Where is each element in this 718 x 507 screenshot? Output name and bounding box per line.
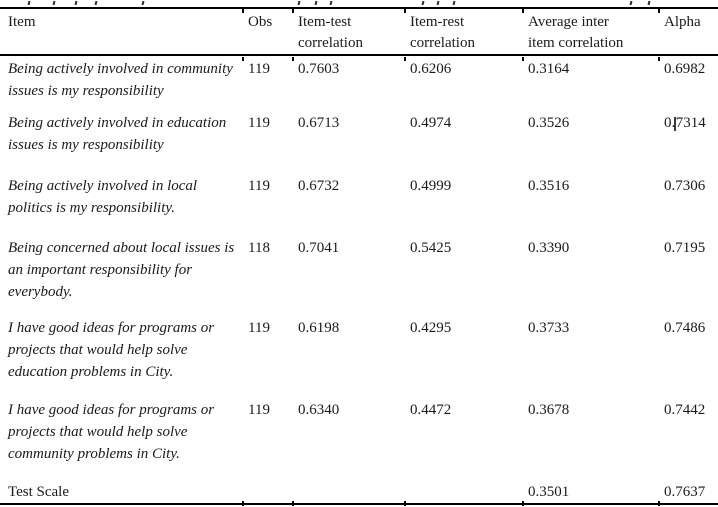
alpha-value-before-cursor: 0. [664,115,676,131]
column-border-stub [404,9,406,13]
table-row: Being concerned about local issues is an… [0,235,718,315]
obs-cell: 119 [248,61,270,77]
item-rest-cell: 0.4295 [410,320,452,336]
obs-cell: 119 [248,115,270,131]
column-border-stub [658,57,660,61]
item-test-cell [292,477,404,504]
item-cell: I have good ideas for programs or projec… [8,320,215,380]
item-reliability-table: Item Obs Item-test correlation Item-rest… [0,7,718,505]
item-cell: I have good ideas for programs or projec… [8,402,215,462]
column-border-stub [522,57,524,61]
avg-inter-item-cell: 0.3501 [528,484,570,500]
caption-descender-fragment [629,0,633,6]
table-row: Being actively involved in community iss… [0,55,718,110]
column-border-stub [404,57,406,61]
item-cell: Being concerned about local issues is an… [8,240,235,300]
caption-descender-fragment [141,0,145,6]
caption-descender-fragment [74,0,78,6]
caption-descender-fragment [329,0,333,6]
avg-inter-item-cell: 0.3526 [528,115,570,131]
column-border-stub [292,9,294,13]
caption-descender-fragment [27,0,31,6]
item-test-cell: 0.6713 [298,115,340,131]
caption-descender-fragment [94,0,98,6]
header-average-inter-item-correlation: Average inter item correlation [528,14,624,51]
avg-inter-item-cell: 0.3516 [528,178,570,194]
caption-descender-fragment [421,0,425,6]
item-rest-cell: 0.4472 [410,402,452,418]
obs-cell: 119 [248,178,270,194]
obs-cell: 119 [248,402,270,418]
alpha-cell: 0.7442 [664,402,706,418]
column-border-stub [292,501,294,506]
table-row: I have good ideas for programs or projec… [0,315,718,397]
column-border-stub [292,57,294,61]
item-test-cell: 0.6732 [298,178,340,194]
column-border-stub [522,501,524,506]
item-rest-cell: 0.4974 [410,115,452,131]
table-body: Being actively involved in community iss… [0,55,718,504]
header-alpha: Alpha [664,14,701,30]
cropped-caption-descenders [0,0,718,6]
item-cell: Being actively involved in community iss… [8,61,233,99]
header-item-rest-correlation: Item-rest correlation [410,14,475,51]
header-obs: Obs [248,14,273,30]
item-cell: Test Scale [8,484,70,500]
item-rest-cell [404,477,522,504]
item-test-cell: 0.6340 [298,402,340,418]
caption-descender-fragment [452,0,456,6]
obs-cell: 118 [248,240,270,256]
test-scale-row: Test Scale 0.3501 0.7637 [0,477,718,504]
header-item: Item [8,14,36,30]
avg-inter-item-cell: 0.3678 [528,402,570,418]
obs-cell: 119 [248,320,270,336]
caption-descender-fragment [52,0,56,6]
column-border-stub [242,501,244,506]
caption-descender-fragment [647,0,651,6]
item-cell: Being actively involved in local politic… [8,178,198,216]
caption-descender-fragment [314,0,318,6]
item-cell: Being actively involved in education iss… [8,115,227,153]
table-row: Being actively involved in education iss… [0,110,718,173]
column-border-stub [242,9,244,13]
table-header: Item Obs Item-test correlation Item-rest… [0,8,718,55]
column-border-stub [522,9,524,13]
alpha-cell: 0.7195 [664,240,706,256]
alpha-cell: 0.6982 [664,61,706,77]
alpha-cell: 0.7486 [664,320,706,336]
avg-inter-item-cell: 0.3390 [528,240,570,256]
caption-descender-fragment [297,0,301,6]
alpha-cell: 0.7306 [664,178,706,194]
table-row: Being actively involved in local politic… [0,173,718,235]
alpha-value-after-cursor: 7314 [675,115,706,131]
header-row: Item Obs Item-test correlation Item-rest… [0,8,718,55]
item-test-cell: 0.7603 [298,61,340,77]
item-rest-cell: 0.5425 [410,240,452,256]
obs-cell [242,477,292,504]
avg-inter-item-cell: 0.3164 [528,61,570,77]
text-cursor-caret [674,117,676,131]
column-border-stub [242,57,244,61]
column-border-stub [658,9,660,13]
caption-descender-fragment [436,0,440,6]
avg-inter-item-cell: 0.3733 [528,320,570,336]
alpha-cell: 0.7637 [664,484,706,500]
column-border-stub [658,501,660,506]
column-border-stub [404,501,406,506]
header-item-test-correlation: Item-test correlation [298,14,363,51]
alpha-cell-with-cursor: 0.7314 [658,110,718,173]
item-test-cell: 0.6198 [298,320,340,336]
item-rest-cell: 0.6206 [410,61,452,77]
table-row: I have good ideas for programs or projec… [0,397,718,477]
item-test-cell: 0.7041 [298,240,340,256]
item-rest-cell: 0.4999 [410,178,452,194]
